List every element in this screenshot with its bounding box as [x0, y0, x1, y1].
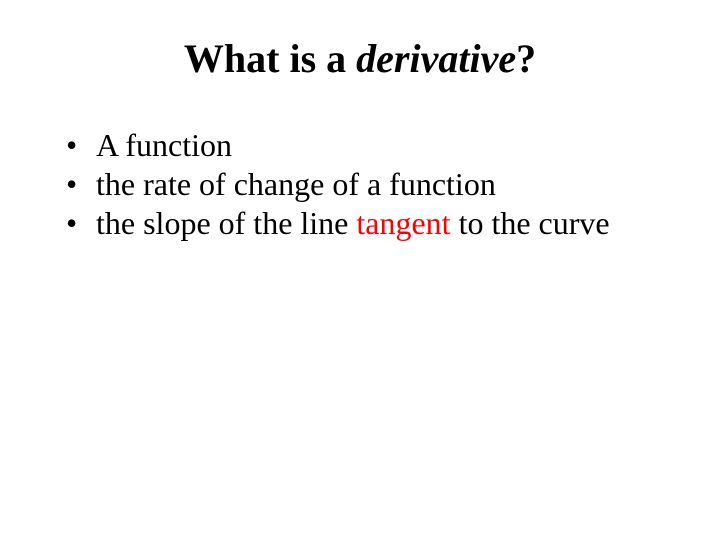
bullet-seg: to the curve [451, 205, 610, 241]
title-post: ? [516, 36, 536, 81]
slide: What is a derivative? A function the rat… [0, 0, 720, 540]
bullet-text: A function [96, 127, 232, 163]
bullet-text: the rate of change of a function [96, 166, 496, 202]
title-italic: derivative [356, 36, 516, 81]
bullet-seg: the slope of the line [96, 205, 356, 241]
list-item: the rate of change of a function [66, 165, 664, 204]
bullet-seg-highlight: tangent [356, 205, 450, 241]
list-item: the slope of the line tangent to the cur… [66, 204, 664, 243]
bullet-list: A function the rate of change of a funct… [56, 126, 664, 243]
slide-title: What is a derivative? [56, 36, 664, 82]
list-item: A function [66, 126, 664, 165]
title-pre: What is a [184, 36, 356, 81]
